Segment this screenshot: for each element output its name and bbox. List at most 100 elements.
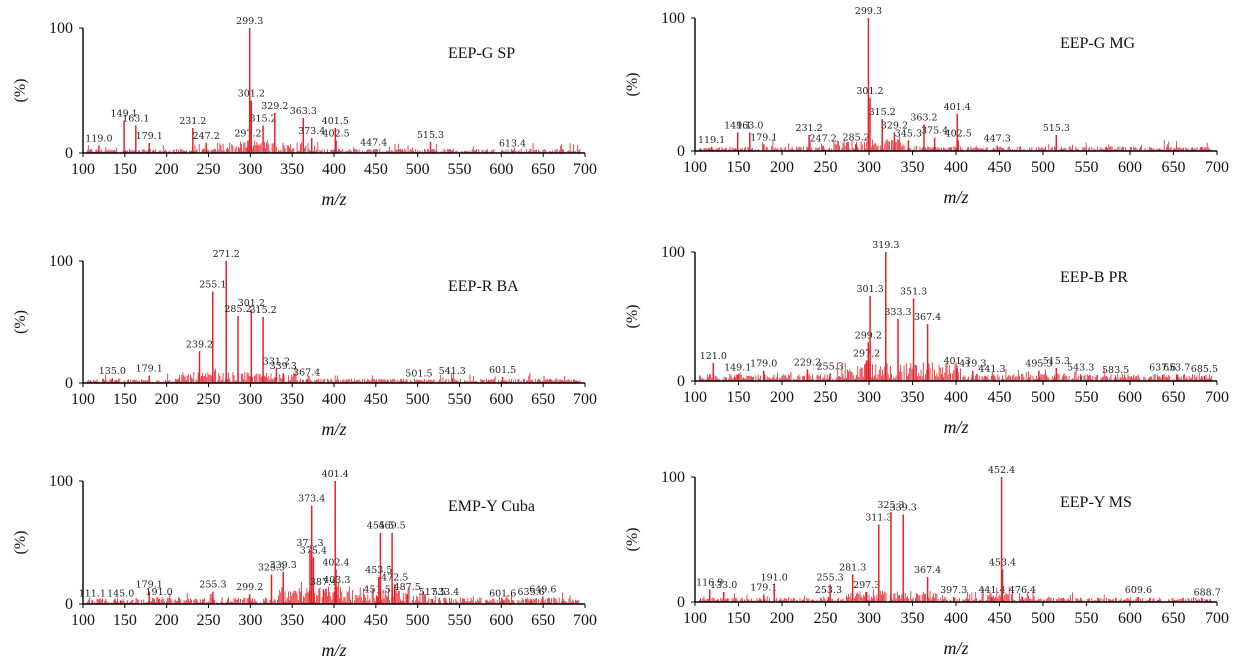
x-tick-label: 200 xyxy=(770,389,794,406)
y-axis-label: (%) xyxy=(624,305,641,329)
y-tick-label: 100 xyxy=(661,10,685,27)
peak-label: 253.3 xyxy=(815,585,842,596)
peak-label: 339.3 xyxy=(270,361,297,372)
y-tick-label: 100 xyxy=(661,244,685,261)
peak-label: 149.1 xyxy=(724,120,751,131)
sample-title: EMP-Y Cuba xyxy=(448,498,535,515)
x-tick-label: 350 xyxy=(280,161,304,178)
peak-label: 315.2 xyxy=(249,114,276,125)
x-tick-label: 600 xyxy=(1118,159,1142,176)
peak-label: 329.2 xyxy=(261,101,288,112)
x-tick-label: 600 xyxy=(489,612,513,629)
peak-label: 111.1 xyxy=(79,588,106,599)
x-tick-label: 200 xyxy=(155,391,179,408)
peak-label: 119.0 xyxy=(85,134,112,145)
x-tick-label: 700 xyxy=(1205,159,1229,176)
peak-label: 375.4 xyxy=(921,126,948,137)
peak-label: 247.2 xyxy=(809,134,836,145)
peak-label: 601.5 xyxy=(489,365,516,376)
peak-label: 179.1 xyxy=(750,583,777,594)
peak-label: 453.5 xyxy=(365,565,392,576)
x-tick-label: 500 xyxy=(1031,159,1055,176)
peak-label: 333.3 xyxy=(884,307,911,318)
peak-label: 402.4 xyxy=(322,558,349,569)
x-tick-label: 400 xyxy=(322,612,346,629)
x-tick-label: 700 xyxy=(573,391,597,408)
peak-label: 255.3 xyxy=(816,361,843,372)
x-tick-label: 150 xyxy=(727,610,751,627)
peak-label: 179.0 xyxy=(750,359,777,370)
peak-label: 472.5 xyxy=(381,572,408,583)
peak-label: 301.2 xyxy=(856,86,883,97)
peak-label: 149.1 xyxy=(724,363,751,374)
x-tick-label: 400 xyxy=(944,159,968,176)
x-axis-label: m/z xyxy=(321,640,346,660)
peak-label: 637.6 xyxy=(1149,363,1176,374)
peak-label: 397.3 xyxy=(940,585,967,596)
peak-label: 325.3 xyxy=(877,500,904,511)
peak-label: 583.5 xyxy=(1102,365,1129,376)
x-tick-label: 450 xyxy=(988,159,1012,176)
peak-label: 179.1 xyxy=(750,132,777,143)
peak-label: 231.2 xyxy=(179,116,206,127)
peak-label: 441.3 xyxy=(978,364,1005,375)
peak-label: 373.4 xyxy=(298,494,325,505)
x-tick-label: 450 xyxy=(364,612,388,629)
x-axis-label: m/z xyxy=(321,419,346,439)
peak-label: 688.7 xyxy=(1194,588,1221,599)
peak-label: 179.1 xyxy=(136,131,163,142)
peak-label: 613.4 xyxy=(499,139,526,150)
x-axis-label: m/z xyxy=(943,638,968,658)
peak-label: 299.3 xyxy=(236,16,263,27)
x-tick-label: 700 xyxy=(573,612,597,629)
peak-label: 649.6 xyxy=(529,585,556,596)
peak-label: 247.2 xyxy=(193,131,220,142)
peak-label: 116.9 xyxy=(696,578,723,589)
x-tick-label: 300 xyxy=(238,391,262,408)
x-tick-label: 150 xyxy=(113,391,137,408)
peak-label: 515.3 xyxy=(1043,123,1070,134)
peak-label: 367.4 xyxy=(914,312,941,323)
x-tick-label: 400 xyxy=(322,161,346,178)
x-axis-label: m/z xyxy=(321,189,346,209)
x-tick-label: 650 xyxy=(1162,610,1186,627)
peak-label: 285.2 xyxy=(224,304,251,315)
x-tick-label: 250 xyxy=(814,389,838,406)
sample-title: EEP-G SP xyxy=(448,45,515,62)
peak-label: 179.1 xyxy=(136,580,163,591)
x-tick-label: 500 xyxy=(406,391,430,408)
peak-label: 231.2 xyxy=(795,123,822,134)
x-tick-label: 400 xyxy=(944,610,968,627)
x-tick-label: 100 xyxy=(71,391,95,408)
peak-label: 653.7 xyxy=(1163,363,1190,374)
y-tick-label: 100 xyxy=(49,473,73,490)
peak-label: 495.3 xyxy=(1025,359,1052,370)
x-tick-label: 650 xyxy=(1162,159,1186,176)
peak-label: 373.4 xyxy=(298,126,325,137)
peak-label: 601.6 xyxy=(489,588,516,599)
x-tick-label: 450 xyxy=(364,161,388,178)
y-tick-label: 0 xyxy=(65,145,73,162)
peak-label: 541.3 xyxy=(439,366,466,377)
x-axis-label: m/z xyxy=(943,187,968,207)
x-axis-label: m/z xyxy=(943,417,968,437)
x-tick-label: 100 xyxy=(683,159,707,176)
peak-label: 375.4 xyxy=(300,545,327,556)
x-tick-label: 150 xyxy=(727,159,751,176)
spectrum-panel: 135.0 179.1 239.2 255.1 271.2 285.2301.2315.2… xyxy=(12,249,597,439)
x-tick-label: 450 xyxy=(988,389,1012,406)
sample-title: EEP-Y MS xyxy=(1060,494,1132,511)
peak-label: 239.2 xyxy=(186,339,213,350)
peak-label: 285.2 xyxy=(842,132,869,143)
peak-label: 452.4 xyxy=(988,465,1015,476)
peak-label: 401.4 xyxy=(322,469,349,480)
peak-label: 363.2 xyxy=(910,112,937,123)
peak-label: 297.2 xyxy=(853,348,880,359)
x-tick-label: 250 xyxy=(197,161,221,178)
y-axis-label: (%) xyxy=(624,73,641,97)
x-tick-label: 300 xyxy=(857,389,881,406)
y-tick-label: 0 xyxy=(677,594,685,611)
peak-label: 402.5 xyxy=(945,128,972,139)
sample-title: EEP-B PR xyxy=(1060,269,1128,286)
